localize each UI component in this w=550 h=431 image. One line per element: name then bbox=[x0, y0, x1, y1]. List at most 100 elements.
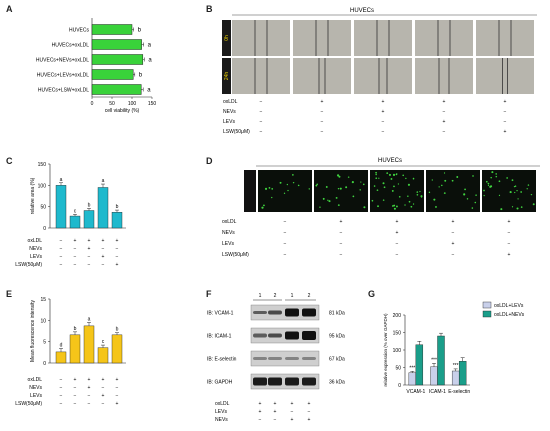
blot-band bbox=[285, 377, 299, 386]
blot-label: IB: ICAM-1 bbox=[207, 334, 232, 340]
panel-letter-e: E bbox=[6, 289, 13, 299]
adhered-cell-dot bbox=[517, 198, 519, 200]
e-tick-label: 5 bbox=[43, 340, 46, 346]
adhered-cell-dot bbox=[530, 193, 533, 196]
adhered-cell-dot bbox=[325, 186, 328, 188]
a-category-label: HUVECs+oxLDL bbox=[52, 43, 90, 49]
c-row-sign: + bbox=[74, 238, 77, 244]
c-row-sign: − bbox=[60, 262, 63, 268]
adhered-cell-dot bbox=[393, 207, 396, 210]
e-row-sign: + bbox=[74, 377, 77, 383]
adhered-cell-dot bbox=[371, 199, 374, 202]
adhered-cell-dot bbox=[438, 186, 440, 188]
c-row-sign: + bbox=[88, 238, 91, 244]
adhered-cell-dot bbox=[264, 187, 268, 190]
blot-band bbox=[253, 377, 267, 386]
blot-band bbox=[302, 331, 316, 340]
adhered-cell-dot bbox=[464, 188, 466, 191]
c-tick-label: 100 bbox=[38, 183, 47, 189]
f-lane-number: 2 bbox=[308, 293, 311, 299]
adhered-cell-dot bbox=[337, 187, 340, 190]
adhered-cell-dot bbox=[292, 181, 295, 184]
adhered-cell-dot bbox=[498, 194, 501, 197]
e-row-sign: + bbox=[102, 377, 105, 383]
chart-c: 0 50 100 150 relative area (%) a c b a b oxLDL − + + +… bbox=[15, 162, 126, 268]
adhered-cell-dot bbox=[362, 183, 365, 186]
c-row-sign: − bbox=[116, 246, 119, 252]
blot-band bbox=[268, 310, 282, 315]
d-row-sign: − bbox=[508, 230, 511, 236]
adhered-cell-dot bbox=[263, 204, 265, 207]
adhered-cell-dot bbox=[511, 206, 514, 208]
g-bar bbox=[408, 372, 417, 386]
e-row-sign: − bbox=[74, 393, 77, 399]
panel-letter-c: C bbox=[6, 156, 13, 166]
blot-label: IB: E-selectin bbox=[207, 357, 237, 363]
adhered-cell-dot bbox=[378, 177, 380, 179]
scratch-image bbox=[232, 58, 290, 94]
adhered-cell-dot bbox=[377, 205, 379, 208]
g-category-label: VCAM-1 bbox=[406, 389, 425, 395]
b-row-sign: − bbox=[382, 129, 385, 135]
d-row-label: oxLDL bbox=[222, 219, 237, 225]
adhered-cell-dot bbox=[495, 175, 498, 178]
adhered-cell-dot bbox=[527, 184, 530, 186]
adhered-cell-dot bbox=[500, 208, 503, 211]
scratch-image bbox=[354, 20, 412, 56]
b-row-label: LSW(50μM) bbox=[223, 129, 250, 135]
adhered-cell-dot bbox=[268, 187, 271, 189]
a-bar bbox=[91, 84, 142, 95]
adhered-cell-dot bbox=[487, 184, 490, 187]
blot-band bbox=[285, 357, 299, 360]
chart-g: 0 50 100 150 200 relative expression (% over … bbox=[383, 301, 525, 395]
adhered-cell-dot bbox=[395, 173, 398, 176]
adhered-cell-dot bbox=[322, 197, 325, 200]
c-bar bbox=[83, 210, 95, 229]
c-row-sign: + bbox=[102, 238, 105, 244]
adhered-cell-dot bbox=[386, 172, 389, 175]
d-row-sign: + bbox=[340, 219, 343, 225]
adhered-cell-dot bbox=[520, 191, 523, 193]
adhered-cell-dot bbox=[396, 205, 398, 208]
b-row-sign: − bbox=[443, 129, 446, 135]
panel-d-adhesion: HUVECs oxLDL − + + + + NEVs − − + − − LEVs − − − + − LSW(5… bbox=[222, 158, 540, 258]
b-row-label: LEVs bbox=[223, 119, 235, 125]
e-row-sign: − bbox=[116, 385, 119, 391]
c-row-sign: + bbox=[88, 246, 91, 252]
d-row-sign: − bbox=[452, 230, 455, 236]
a-sig-label: b bbox=[138, 28, 142, 34]
g-category-label: E-selectin bbox=[448, 389, 470, 395]
adhered-cell-dot bbox=[360, 181, 362, 183]
b-row-sign: − bbox=[260, 129, 263, 135]
blot-kda: 95 kDa bbox=[329, 334, 345, 340]
scratch-image bbox=[293, 20, 351, 56]
adhered-cell-dot bbox=[397, 183, 399, 185]
blot-band bbox=[285, 331, 299, 340]
d-row-sign: + bbox=[396, 219, 399, 225]
f-row-sign: − bbox=[308, 409, 311, 415]
a-bar bbox=[91, 24, 133, 35]
blot-band bbox=[253, 333, 267, 338]
f-row-label: oxLDL bbox=[215, 401, 230, 407]
adhered-cell-dot bbox=[391, 205, 394, 207]
adhered-cell-dot bbox=[286, 183, 289, 186]
d-row-label: LSW(50μM) bbox=[222, 252, 249, 258]
adhered-cell-dot bbox=[491, 171, 494, 174]
adhered-cell-dot bbox=[402, 174, 405, 177]
c-row-sign: − bbox=[88, 254, 91, 260]
f-row-sign: + bbox=[291, 401, 294, 407]
g-sig-label: *** bbox=[453, 363, 459, 369]
scratch-image bbox=[476, 58, 534, 94]
blot-band bbox=[268, 357, 282, 360]
adhered-cell-dot bbox=[328, 200, 331, 203]
d-row-sign: − bbox=[340, 230, 343, 236]
adhered-cell-dot bbox=[485, 180, 488, 183]
c-row-sign: − bbox=[74, 246, 77, 252]
adhesion-image bbox=[426, 170, 480, 212]
f-lane-number: 2 bbox=[274, 293, 277, 299]
adhered-cell-dot bbox=[410, 205, 413, 208]
panel-letter-b: B bbox=[206, 4, 213, 14]
adhered-cell-dot bbox=[514, 191, 516, 194]
b-row-sign: + bbox=[504, 129, 507, 135]
c-row-sign: − bbox=[60, 254, 63, 260]
